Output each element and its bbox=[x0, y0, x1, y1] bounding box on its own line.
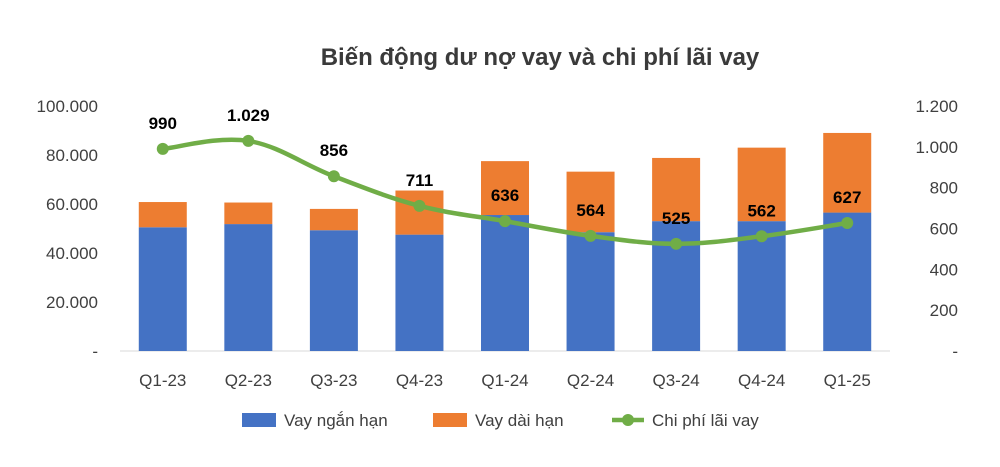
line-point bbox=[327, 170, 340, 183]
y-left-tick-label: 100.000 bbox=[37, 97, 98, 116]
bar-vay-dai-han bbox=[481, 161, 529, 216]
y-left-tick-label: 60.000 bbox=[46, 195, 98, 214]
legend-swatch bbox=[242, 413, 276, 427]
line-point bbox=[499, 215, 511, 228]
chart-title: Biến động dư nợ vay và chi phí lãi vay bbox=[321, 44, 760, 71]
x-tick-label: Q2-24 bbox=[567, 371, 614, 390]
y-right-tick-label: 800 bbox=[930, 179, 958, 198]
bar-vay-dai-han bbox=[138, 202, 187, 228]
line-point bbox=[841, 216, 854, 229]
x-tick-label: Q4-23 bbox=[396, 371, 443, 390]
x-tick-label: Q3-24 bbox=[652, 371, 699, 390]
y-right-tick-label: 200 bbox=[930, 301, 958, 320]
x-tick-label: Q1-24 bbox=[481, 371, 528, 390]
bar-vay-dai-han bbox=[224, 202, 273, 225]
y-right-tick-label: 1.000 bbox=[915, 138, 958, 157]
x-tick-label: Q2-23 bbox=[225, 371, 272, 390]
bar-vay-dai-han bbox=[395, 190, 444, 235]
bar-vay-ngan-han bbox=[737, 221, 786, 351]
x-tick-label: Q1-23 bbox=[139, 371, 186, 390]
y-right-tick-label: - bbox=[952, 342, 958, 361]
bar-vay-ngan-han bbox=[138, 227, 187, 351]
bar-vay-dai-han bbox=[737, 147, 786, 222]
y-left-axis: - 20.000 40.000 60.000 80.000 100.000 bbox=[37, 97, 98, 361]
line-data-label: 711 bbox=[406, 171, 433, 190]
line-series: 990 1.029 856 711 636 564 525 562 627 bbox=[149, 106, 861, 250]
y-right-tick-label: 1.200 bbox=[915, 97, 958, 116]
line-point bbox=[413, 199, 426, 212]
bar-vay-ngan-han bbox=[823, 212, 872, 351]
y-left-tick-label: 20.000 bbox=[46, 293, 98, 312]
y-right-tick-label: 400 bbox=[930, 260, 958, 279]
bar-vay-dai-han bbox=[566, 171, 615, 233]
bar-vay-ngan-han bbox=[309, 230, 358, 351]
x-tick-label: Q4-24 bbox=[738, 371, 785, 390]
x-tick-label: Q1-25 bbox=[824, 371, 871, 390]
bar-series bbox=[138, 132, 872, 351]
legend: Vay ngắn hạn Vay dài hạn Chi phí lãi vay bbox=[242, 411, 759, 430]
x-axis: Q1-23 Q2-23 Q3-23 Q4-23 Q1-24 Q2-24 Q3-24 Q4-24… bbox=[139, 371, 871, 390]
y-left-tick-label: 40.000 bbox=[46, 244, 98, 263]
y-right-tick-label: 600 bbox=[930, 220, 958, 239]
line-data-label: 562 bbox=[747, 201, 775, 220]
legend-label: Vay dài hạn bbox=[475, 411, 564, 430]
line-data-label: 525 bbox=[662, 209, 690, 228]
line-point bbox=[755, 230, 768, 243]
y-right-axis: - 200 400 600 800 1.000 1.200 bbox=[915, 97, 958, 361]
legend-swatch bbox=[433, 413, 467, 427]
bar-vay-ngan-han bbox=[566, 232, 615, 351]
line-data-label: 636 bbox=[491, 186, 519, 205]
bar-vay-ngan-han bbox=[481, 215, 529, 351]
line-data-label: 1.029 bbox=[227, 106, 270, 125]
legend-swatch-marker bbox=[622, 414, 634, 426]
line-data-label: 564 bbox=[576, 201, 605, 220]
bar-vay-dai-han bbox=[309, 208, 358, 231]
line-point bbox=[670, 237, 683, 250]
line-point bbox=[242, 134, 255, 147]
bar-vay-dai-han bbox=[652, 157, 701, 222]
bar-vay-dai-han bbox=[823, 132, 872, 213]
line-data-label: 990 bbox=[149, 114, 177, 133]
legend-label: Chi phí lãi vay bbox=[652, 411, 759, 430]
legend-label: Vay ngắn hạn bbox=[284, 411, 388, 430]
line-data-label: 856 bbox=[320, 141, 348, 160]
y-left-tick-label: - bbox=[92, 342, 98, 361]
bar-vay-ngan-han bbox=[224, 224, 273, 351]
line-point bbox=[156, 142, 169, 155]
line-point bbox=[584, 229, 597, 242]
line-data-label: 627 bbox=[833, 188, 861, 207]
bar-vay-ngan-han bbox=[395, 234, 444, 351]
x-tick-label: Q3-23 bbox=[310, 371, 357, 390]
y-left-tick-label: 80.000 bbox=[46, 146, 98, 165]
